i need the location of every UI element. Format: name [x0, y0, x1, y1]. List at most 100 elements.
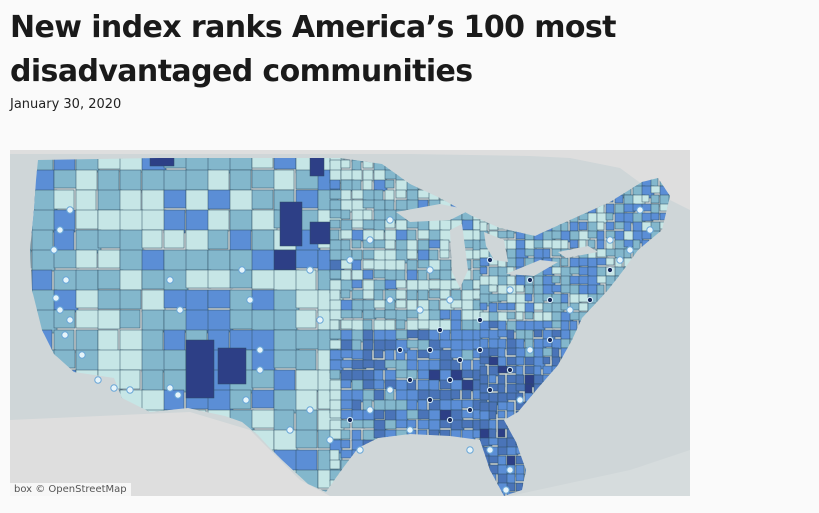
county-cell	[569, 257, 581, 268]
us-county-map[interactable]: box © OpenStreetMap	[10, 150, 690, 496]
city-marker[interactable]	[486, 256, 494, 264]
city-marker[interactable]	[110, 384, 118, 392]
city-marker[interactable]	[306, 406, 314, 414]
city-marker[interactable]	[506, 366, 514, 374]
county-cell	[623, 212, 635, 224]
county-cell	[515, 374, 525, 386]
map-attribution[interactable]: box © OpenStreetMap	[10, 483, 131, 496]
canada-land	[10, 150, 690, 210]
county-cell	[605, 212, 614, 221]
city-marker[interactable]	[606, 266, 614, 274]
city-marker[interactable]	[526, 276, 534, 284]
city-marker[interactable]	[56, 226, 64, 234]
city-marker[interactable]	[56, 306, 64, 314]
city-marker[interactable]	[486, 386, 494, 394]
city-marker[interactable]	[166, 276, 174, 284]
city-marker[interactable]	[94, 376, 102, 384]
county-cell	[149, 158, 175, 167]
county-cell	[428, 359, 441, 371]
city-marker[interactable]	[626, 246, 634, 254]
county-cell	[279, 201, 303, 247]
city-marker[interactable]	[506, 286, 514, 294]
county-cell	[506, 392, 518, 401]
city-marker[interactable]	[566, 306, 574, 314]
city-marker[interactable]	[366, 406, 374, 414]
city-marker[interactable]	[486, 446, 494, 454]
county-cell	[329, 189, 343, 200]
city-marker[interactable]	[256, 346, 264, 354]
city-marker[interactable]	[446, 296, 454, 304]
city-marker[interactable]	[386, 386, 394, 394]
county-cell	[119, 349, 144, 371]
county-cell	[479, 302, 488, 311]
city-marker[interactable]	[406, 376, 414, 384]
county-cell	[329, 179, 341, 190]
county-cell	[251, 369, 278, 389]
city-marker[interactable]	[356, 446, 364, 454]
city-marker[interactable]	[406, 426, 414, 434]
county-cell	[596, 248, 608, 258]
city-marker[interactable]	[66, 316, 74, 324]
city-marker[interactable]	[78, 351, 86, 359]
city-marker[interactable]	[396, 346, 404, 354]
city-markers[interactable]	[50, 206, 654, 494]
city-marker[interactable]	[416, 306, 424, 314]
city-marker[interactable]	[546, 296, 554, 304]
city-marker[interactable]	[52, 294, 60, 302]
city-marker[interactable]	[346, 256, 354, 264]
county-cell	[506, 293, 517, 304]
city-marker[interactable]	[246, 296, 254, 304]
city-marker[interactable]	[506, 466, 514, 474]
city-marker[interactable]	[174, 391, 182, 399]
city-marker[interactable]	[476, 346, 484, 354]
city-marker[interactable]	[346, 416, 354, 424]
county-cell	[439, 309, 451, 320]
city-marker[interactable]	[242, 396, 250, 404]
city-marker[interactable]	[238, 266, 246, 274]
city-marker[interactable]	[426, 266, 434, 274]
city-marker[interactable]	[50, 246, 58, 254]
city-marker[interactable]	[436, 326, 444, 334]
county-cell	[362, 389, 376, 402]
city-marker[interactable]	[286, 426, 294, 434]
city-marker[interactable]	[526, 346, 534, 354]
city-marker[interactable]	[176, 306, 184, 314]
city-marker[interactable]	[446, 376, 454, 384]
city-marker[interactable]	[476, 316, 484, 324]
city-marker[interactable]	[636, 206, 644, 214]
city-marker[interactable]	[386, 296, 394, 304]
city-marker[interactable]	[426, 346, 434, 354]
city-marker[interactable]	[62, 276, 70, 284]
county-cell	[31, 229, 54, 252]
city-marker[interactable]	[256, 366, 264, 374]
county-cell	[30, 249, 32, 269]
city-marker[interactable]	[616, 256, 624, 264]
city-marker[interactable]	[316, 316, 324, 324]
county-cell	[373, 239, 387, 249]
city-marker[interactable]	[166, 384, 174, 392]
city-marker[interactable]	[326, 436, 334, 444]
county-cell	[362, 179, 373, 191]
city-marker[interactable]	[466, 406, 474, 414]
city-marker[interactable]	[306, 266, 314, 274]
city-marker[interactable]	[516, 396, 524, 404]
county-cell	[373, 349, 384, 359]
city-marker[interactable]	[546, 336, 554, 344]
county-cell	[141, 389, 166, 412]
city-marker[interactable]	[426, 396, 434, 404]
city-marker[interactable]	[446, 416, 454, 424]
city-marker[interactable]	[126, 386, 134, 394]
city-marker[interactable]	[456, 356, 464, 364]
city-marker[interactable]	[606, 236, 614, 244]
city-marker[interactable]	[502, 486, 510, 494]
county-cell	[461, 419, 474, 429]
city-marker[interactable]	[586, 296, 594, 304]
county-cell	[340, 189, 352, 201]
city-marker[interactable]	[61, 331, 69, 339]
city-marker[interactable]	[386, 216, 394, 224]
city-marker[interactable]	[366, 236, 374, 244]
county-cell	[31, 209, 58, 233]
city-marker[interactable]	[66, 206, 74, 214]
city-marker[interactable]	[646, 226, 654, 234]
city-marker[interactable]	[466, 446, 474, 454]
